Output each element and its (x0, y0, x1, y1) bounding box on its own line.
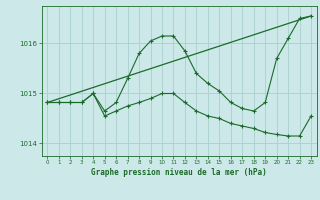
X-axis label: Graphe pression niveau de la mer (hPa): Graphe pression niveau de la mer (hPa) (91, 168, 267, 177)
